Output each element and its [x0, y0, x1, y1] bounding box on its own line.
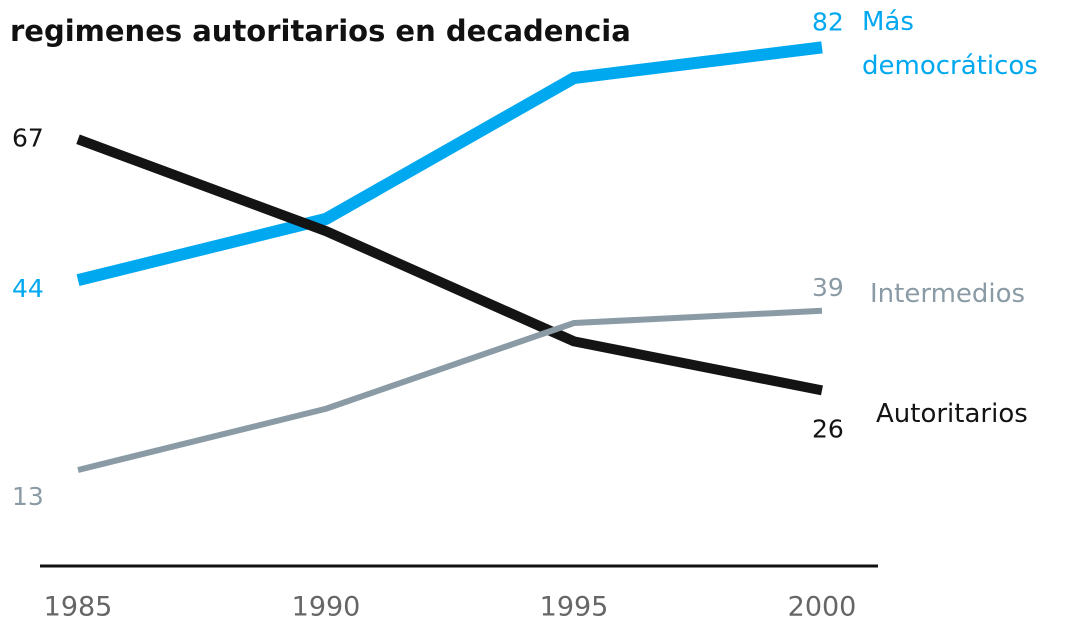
x-tick-label: 1995 — [540, 592, 609, 623]
series-line — [77, 307, 823, 473]
x-tick-label: 2000 — [788, 592, 857, 623]
x-tick-label: 1990 — [292, 592, 361, 623]
end-label: 39 — [812, 273, 844, 302]
chart-title: regimenes autoritarios en decadencia — [10, 14, 631, 48]
end-label: 82 — [812, 7, 844, 36]
series-line — [76, 134, 823, 396]
series-name: Autoritarios — [876, 399, 1028, 429]
start-label: 13 — [12, 482, 44, 511]
end-label: 26 — [812, 414, 844, 443]
series-name: Más democráticos — [862, 7, 1038, 81]
x-tick-label: 1985 — [44, 592, 113, 623]
start-label: 44 — [12, 274, 44, 303]
series-line — [76, 41, 823, 286]
series-name: Intermedios — [870, 279, 1026, 309]
start-label: 67 — [12, 123, 44, 152]
